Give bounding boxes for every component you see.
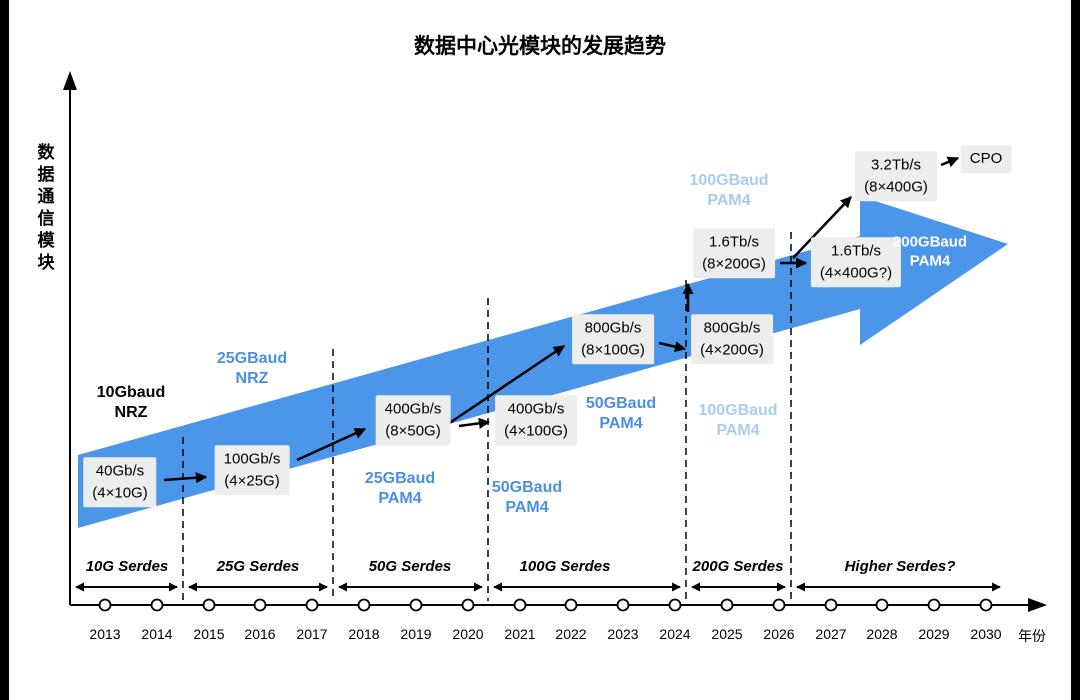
timeline-tick: [357, 598, 371, 612]
year-label-2018: 2018: [348, 626, 380, 642]
milestone-arrow: [458, 417, 491, 429]
timeline-tick: [564, 598, 578, 612]
year-label-2014: 2014: [141, 626, 173, 642]
timeline-tick: [875, 598, 889, 612]
milestone-box-1-6t-8x200: 1.6Tb/s (8×200G): [693, 228, 775, 278]
milestone-arrow: [658, 341, 687, 353]
year-label-2016: 2016: [244, 626, 276, 642]
milestone-arrow: [296, 427, 367, 462]
timeline-tick: [824, 598, 838, 612]
year-label-2023: 2023: [607, 626, 639, 642]
tech-label-100gbaud-pam4-b: 100GBaud PAM4: [698, 402, 778, 439]
year-label-2017: 2017: [296, 626, 328, 642]
frame-left-bar: [0, 0, 9, 700]
serdes-label-100g: 100G Serdes: [519, 558, 611, 575]
milestone-box-cpo: CPO: [960, 145, 1012, 173]
serdes-label-50g: 50G Serdes: [368, 558, 452, 575]
tech-label-10gbaud-nrz: 10Gbaud NRZ: [96, 384, 166, 421]
tech-label-25gbaud-nrz: 25GBaud NRZ: [216, 350, 288, 387]
serdes-label-200g: 200G Serdes: [692, 558, 784, 575]
timeline-tick: [979, 598, 993, 612]
timeline-tick: [513, 598, 527, 612]
timeline-tick: [461, 598, 475, 612]
tech-label-25gbaud-pam4: 25GBaud PAM4: [364, 470, 436, 507]
milestone-arrow: [163, 472, 208, 484]
milestone-box-400g-8x50: 400Gb/s (8×50G): [375, 395, 451, 445]
tech-label-100gbaud-pam4-a: 100GBaud PAM4: [689, 172, 769, 209]
year-label-2019: 2019: [400, 626, 432, 642]
year-label-2020: 2020: [452, 626, 484, 642]
timeline-tick: [150, 598, 164, 612]
timeline-tick: [616, 598, 630, 612]
year-label-2025: 2025: [711, 626, 743, 642]
timeline-tick: [98, 598, 112, 612]
milestone-arrow: [940, 156, 960, 168]
serdes-label-10g: 10G Serdes: [85, 558, 169, 575]
milestone-box-100g: 100Gb/s (4×25G): [214, 445, 290, 495]
year-label-2027: 2027: [815, 626, 847, 642]
year-label-2022: 2022: [555, 626, 587, 642]
timeline-tick: [202, 598, 216, 612]
trend-arrow: [78, 196, 1008, 528]
timeline-tick: [305, 598, 319, 612]
milestone-box-3-2t: 3.2Tb/s (8×400G): [855, 151, 937, 201]
year-label-2030: 2030: [970, 626, 1002, 642]
y-axis-label: 数据通信模块: [37, 143, 55, 272]
milestone-arrow: [447, 344, 565, 426]
timeline-tick: [409, 598, 423, 612]
milestone-box-40g: 40Gb/s (4×10G): [83, 457, 157, 507]
timeline-tick: [720, 598, 734, 612]
year-label-2021: 2021: [504, 626, 536, 642]
tech-label-50gbaud-pam4-b: 50GBaud PAM4: [585, 395, 657, 432]
year-label-2015: 2015: [193, 626, 225, 642]
frame-right-bar: [1071, 0, 1080, 700]
milestone-box-1-6t-4x400: 1.6Tb/s (4×400G?): [810, 237, 902, 287]
milestone-box-800g-4x200: 800Gb/s (4×200G): [691, 314, 773, 364]
milestone-arrow: [792, 196, 852, 259]
year-label-2024: 2024: [659, 626, 691, 642]
x-axis: [70, 598, 1047, 612]
serdes-label-25g: 25G Serdes: [216, 558, 300, 575]
milestone-box-800g-8x100: 800Gb/s (8×100G): [572, 314, 654, 364]
timeline-tick: [668, 598, 682, 612]
year-label-2029: 2029: [918, 626, 950, 642]
y-axis: [63, 71, 77, 605]
milestone-box-400g-4x100: 400Gb/s (4×100G): [495, 395, 577, 445]
year-label-2028: 2028: [866, 626, 898, 642]
milestone-arrows: [163, 156, 960, 484]
timeline-tick: [927, 598, 941, 612]
tech-label-50gbaud-pam4-a: 50GBaud PAM4: [491, 479, 563, 516]
year-label-2013: 2013: [89, 626, 121, 642]
timeline-tick: [772, 598, 786, 612]
x-axis-unit-label: 年份: [1018, 628, 1046, 644]
timeline-tick: [253, 598, 267, 612]
timeline-ticks: [98, 598, 993, 612]
chart-title: 数据中心光模块的发展趋势: [414, 35, 666, 58]
generation-dividers: [182, 232, 792, 601]
year-label-2026: 2026: [763, 626, 795, 642]
trend-arrow-label: 200GBaud PAM4: [892, 233, 968, 269]
serdes-label-higher: Higher Serdes?: [844, 558, 956, 575]
